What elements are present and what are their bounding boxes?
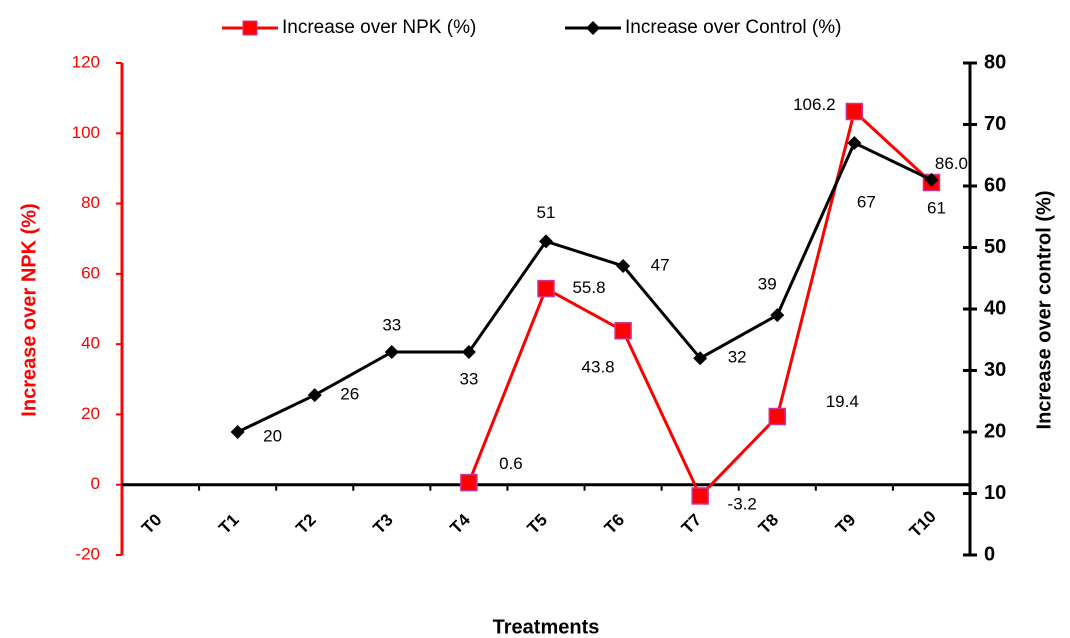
marker (768, 407, 787, 426)
data-label: 33 (382, 316, 401, 335)
legend-marker (242, 20, 258, 36)
marker (230, 425, 245, 439)
data-label: 20 (263, 426, 282, 445)
data-label: 0.6 (499, 454, 523, 473)
data-label: 61 (927, 198, 946, 217)
series-line (467, 108, 933, 499)
y-tick-label: -20 (75, 544, 100, 563)
y-tick-label: 120 (72, 52, 100, 71)
x-tick-label: T8 (755, 510, 782, 537)
marker (384, 345, 399, 360)
marker (770, 308, 785, 323)
data-label: 43.8 (582, 357, 615, 376)
y2-tick-label: 0 (984, 543, 995, 565)
y-axis-title: Increase over NPK (%) (18, 203, 40, 416)
y-tick-label: 60 (81, 263, 100, 282)
y2-axis-title: Increase over control (%) (1033, 191, 1055, 430)
marker (847, 135, 862, 150)
data-label: 32 (728, 348, 747, 367)
data-label: 86.0 (935, 154, 968, 173)
data-label: 19.4 (826, 392, 859, 411)
y-tick-label: 0 (91, 474, 100, 493)
x-tick-label: T10 (906, 507, 940, 541)
marker (614, 322, 632, 340)
legend-label: Increase over Control (%) (625, 17, 841, 38)
y-tick-label: 40 (81, 334, 100, 353)
x-tick-label: T4 (446, 510, 474, 538)
data-label: 47 (651, 255, 670, 274)
data-label: 67 (857, 192, 876, 211)
data-label: 106.2 (793, 95, 836, 114)
y2-tick-label: 50 (984, 236, 1006, 258)
x-axis-title: Treatments (493, 616, 600, 638)
marker (460, 473, 478, 492)
x-tick-label: T5 (524, 510, 551, 537)
y2-tick-label: 10 (984, 482, 1006, 504)
marker (693, 351, 708, 366)
marker (539, 234, 553, 249)
marker (924, 172, 939, 187)
data-label: 26 (340, 385, 359, 404)
x-tick-label: T2 (292, 510, 319, 537)
x-tick-label: T0 (138, 510, 165, 537)
legend-marker (586, 21, 600, 35)
data-label: 33 (459, 370, 478, 389)
data-label: 55.8 (572, 278, 605, 297)
y2-tick-label: 80 (984, 51, 1006, 73)
y-tick-label: 20 (81, 404, 100, 423)
x-tick-label: T3 (369, 510, 396, 537)
marker (461, 345, 476, 360)
y2-tick-label: 60 (984, 174, 1006, 196)
marker (691, 487, 709, 505)
y-tick-label: 100 (72, 123, 100, 142)
marker (845, 102, 864, 121)
marker (307, 388, 322, 403)
y2-tick-label: 70 (984, 113, 1006, 135)
data-label: 39 (758, 275, 777, 294)
marker (616, 258, 631, 273)
legend-label: Increase over NPK (%) (282, 17, 476, 38)
series-line (236, 140, 933, 434)
data-label: -3.2 (728, 494, 757, 513)
y2-tick-label: 40 (984, 297, 1006, 319)
x-tick-label: T7 (678, 510, 705, 537)
x-tick-label: T9 (832, 510, 859, 537)
marker (537, 279, 555, 298)
y2-tick-label: 20 (984, 420, 1006, 442)
data-label: 51 (537, 203, 556, 222)
x-tick-label: T6 (601, 510, 628, 537)
x-tick-label: T1 (215, 510, 242, 537)
y-tick-label: 80 (81, 193, 100, 212)
y2-tick-label: 30 (984, 359, 1006, 381)
